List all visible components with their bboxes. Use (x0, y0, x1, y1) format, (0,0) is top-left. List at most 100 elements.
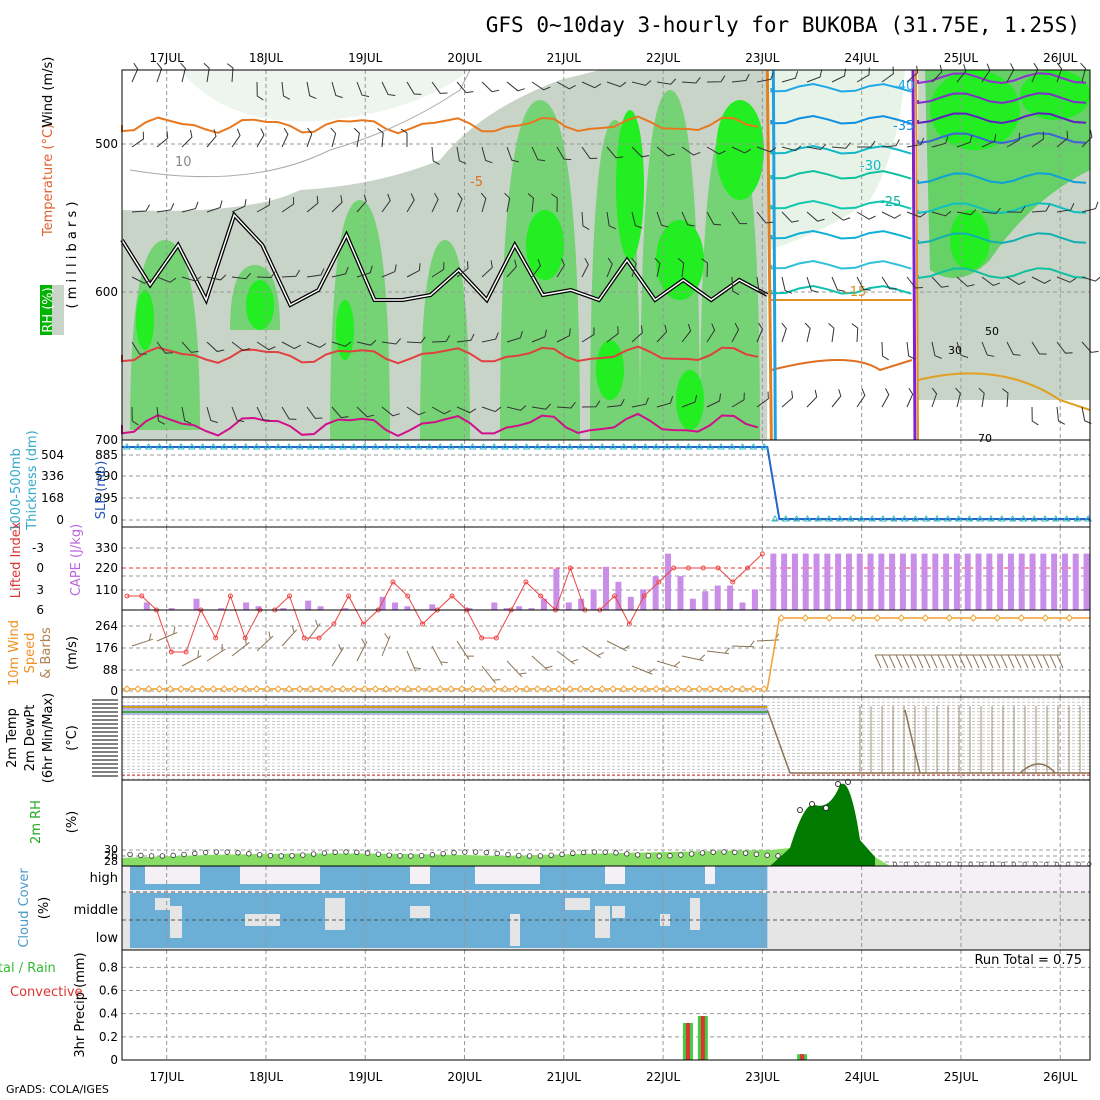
wind-barb (781, 211, 799, 223)
wind-speed-marker (360, 685, 369, 693)
rh2m-marker (364, 850, 371, 856)
thickness-marker (706, 443, 715, 450)
wind-speed-marker (166, 685, 174, 693)
wind-barb (406, 336, 426, 344)
wind-speed-marker (242, 685, 250, 693)
rh2m-marker (343, 849, 349, 855)
pressure-tick-label: 600 (95, 285, 118, 299)
wind-barb (481, 81, 500, 93)
wind-barb-10m (986, 654, 994, 669)
wind-barb-10m (331, 643, 345, 667)
rh2m-marker (472, 849, 479, 855)
wind-barb (531, 146, 546, 162)
cape-bar (878, 553, 885, 610)
thickness-marker (209, 443, 218, 450)
wind-barb (656, 146, 675, 157)
rh2m-marker (256, 852, 263, 858)
rh2m-marker (835, 781, 841, 787)
cape-bar (392, 602, 399, 610)
wind-barb (226, 63, 234, 83)
cape-bar (553, 568, 560, 610)
wind-speed-marker (317, 685, 326, 693)
cloud-gap (170, 906, 182, 938)
rh-moist-column (330, 200, 390, 440)
rh2m-marker (667, 853, 673, 859)
wind-barb (681, 394, 698, 408)
temperature-contour-right (917, 267, 1087, 280)
wind-barb (581, 146, 598, 159)
cape-bar (193, 598, 200, 610)
wind-barb (828, 322, 835, 343)
thickness-marker (803, 515, 812, 522)
wind-barb-10m (206, 643, 226, 662)
wind-barb (881, 276, 897, 290)
wind-speed-marker (479, 685, 488, 693)
wind-barb-10m (895, 654, 903, 669)
wind-barb (231, 128, 241, 148)
rh2m-marker (213, 849, 220, 855)
rh-moist-column (700, 120, 760, 440)
li-marker (449, 593, 455, 599)
rh-label: RH (%) (41, 287, 56, 332)
contour-label: -35 (893, 119, 914, 134)
li-tick-label: 3 (36, 583, 44, 597)
thickness-marker (792, 515, 801, 522)
thickness-marker (771, 515, 779, 522)
li-marker (538, 593, 544, 599)
wind-barb-10m (131, 633, 154, 647)
wind-speed-line (122, 617, 1090, 690)
cloud-level-label: middle (74, 903, 118, 918)
wind-barb-10m (972, 654, 980, 669)
thickness-marker (177, 443, 185, 450)
thickness-marker (619, 443, 628, 450)
rh2m-marker (936, 861, 941, 867)
date-tick-label: 20JUL (447, 1070, 482, 1084)
wind-speed-marker (512, 685, 520, 693)
wind-barb (381, 264, 397, 278)
wind-speed-marker (263, 685, 272, 693)
temperature-2m-panel: 2m Temp 2m DewPt (6hr Min/Max) (°C) (5, 693, 1091, 783)
li-marker (656, 579, 662, 585)
wind-barb-10m (881, 654, 889, 669)
wind-barb-10m (531, 655, 553, 672)
wind-barb (1081, 276, 1100, 282)
pressure-tick-label: 500 (95, 137, 118, 151)
rh2m-marker (979, 861, 984, 867)
wind-barb (656, 396, 674, 408)
cape-bar (1051, 553, 1058, 610)
cape-bar (317, 606, 324, 610)
thickness-marker (490, 443, 499, 450)
wind-speed-marker (897, 614, 906, 622)
temperature-contour (121, 412, 759, 438)
thickness-marker (857, 515, 866, 522)
thickness-marker (954, 515, 963, 522)
temperature-contour-right (770, 259, 912, 270)
rh2m-marker (742, 850, 749, 856)
rh2m-marker (321, 850, 328, 856)
rh2m-marker (732, 849, 738, 856)
wind-speed-marker (873, 614, 882, 622)
wind-barb (1056, 62, 1063, 83)
thickness-marker (943, 515, 952, 522)
wind-speed-marker (425, 685, 434, 693)
cloud-gap (595, 906, 610, 938)
wind-barb (731, 211, 748, 225)
slp-tick-label: 885 (95, 448, 118, 462)
cape-tick-label: 110 (95, 583, 118, 597)
rh2m-marker (483, 849, 490, 856)
wind-speed-marker (458, 685, 466, 693)
wind-barb (681, 211, 695, 227)
wind-barb (381, 193, 391, 213)
date-tick-label: 20JUL (447, 51, 482, 65)
wind-barb (677, 258, 685, 278)
wind-barb (181, 341, 199, 353)
date-tick-label: 23JUL (745, 51, 780, 65)
li-marker (523, 579, 529, 585)
thickness-marker (349, 443, 358, 450)
cloud-gap (690, 898, 700, 930)
thickness-label: Thickness (dm) (25, 430, 40, 530)
cape-bar (565, 602, 572, 610)
rh2m-marker (645, 852, 652, 859)
wind-barb (581, 81, 602, 89)
